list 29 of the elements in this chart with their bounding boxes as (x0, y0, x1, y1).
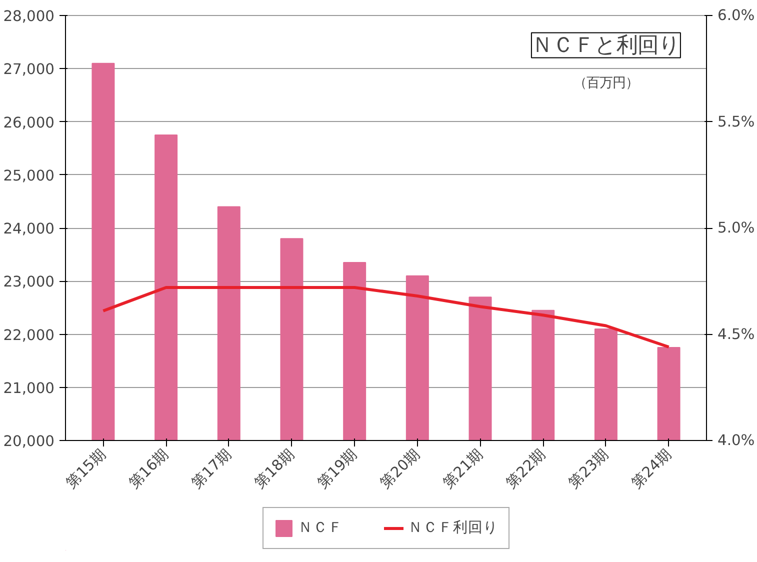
y-tick-label: 25,000 (3, 167, 55, 184)
y-tick-label: 21,000 (3, 380, 55, 397)
legend-label: ＮＣＦ利回り (408, 518, 498, 537)
y-tick-label: 23,000 (3, 274, 55, 291)
x-tick-label: 第24期 (628, 445, 675, 492)
x-tick-label: 第16期 (126, 445, 172, 492)
x-tick-label: 第23期 (566, 445, 612, 492)
x-tick-label: 第19期 (314, 445, 361, 492)
y-tick-label: 24,000 (3, 220, 55, 238)
y2-tick-label: 4.5% (718, 326, 755, 343)
text: ＮＣＦと利回り (531, 32, 680, 58)
y-tick-label: 27,000 (3, 61, 55, 78)
x-tick-label: 第17期 (188, 445, 235, 492)
y-tick-label: 20,000 (3, 433, 55, 450)
y2-tick-label: 6.0% (718, 7, 755, 24)
y2-tick-label: 5.0% (718, 220, 755, 236)
y-tick-label: 28,000 (3, 8, 55, 25)
x-tick-label: 第15期 (62, 445, 110, 492)
x-tick-label: 第20期 (377, 445, 424, 492)
x-tick-label: 第18期 (251, 445, 298, 492)
x-tick-label: 第22期 (502, 445, 550, 492)
legend-label: ＮＣＦ (298, 518, 343, 537)
line-series (102, 286, 670, 348)
text: （百万円） (573, 76, 638, 91)
x-tick-label: 第21期 (440, 445, 486, 492)
y2-tick-label: 4.0% (718, 432, 755, 449)
y2-tick-label: 5.5% (718, 113, 755, 130)
y-tick-label: 26,000 (3, 114, 55, 132)
y-tick-label: 22,000 (3, 326, 55, 344)
